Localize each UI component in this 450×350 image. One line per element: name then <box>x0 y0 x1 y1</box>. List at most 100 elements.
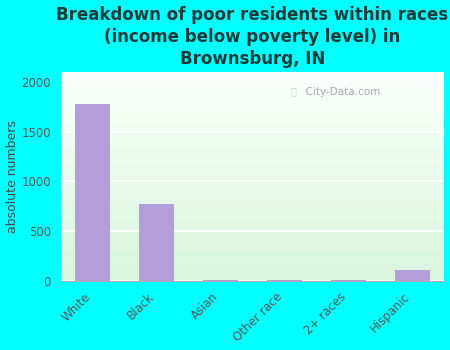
Bar <box>61 230 445 231</box>
Bar <box>61 203 445 204</box>
Bar <box>61 154 445 155</box>
Bar <box>61 274 445 275</box>
Bar <box>61 272 445 273</box>
Bar <box>61 108 445 109</box>
Bar <box>61 111 445 112</box>
Bar <box>61 115 445 116</box>
Bar <box>139 204 174 281</box>
Bar <box>61 136 445 137</box>
Bar <box>61 174 445 175</box>
Bar <box>61 219 445 220</box>
Bar <box>61 95 445 96</box>
Bar <box>61 198 445 200</box>
Bar <box>61 172 445 173</box>
Bar <box>61 92 445 93</box>
Bar <box>61 185 445 186</box>
Bar <box>61 188 445 189</box>
Bar <box>61 169 445 170</box>
Bar <box>61 233 445 234</box>
Bar <box>61 75 445 76</box>
Bar <box>61 134 445 135</box>
Bar <box>61 158 445 159</box>
Bar <box>61 202 445 203</box>
Bar <box>61 218 445 219</box>
Bar <box>75 104 110 281</box>
Bar <box>61 250 445 251</box>
Bar <box>61 99 445 100</box>
Bar <box>61 110 445 111</box>
Bar <box>61 175 445 176</box>
Bar <box>61 156 445 157</box>
Bar <box>61 96 445 97</box>
Bar <box>61 232 445 233</box>
Bar <box>61 186 445 187</box>
Bar <box>61 223 445 224</box>
Bar <box>61 208 445 209</box>
Bar <box>61 191 445 192</box>
Bar <box>61 107 445 108</box>
Bar <box>61 253 445 254</box>
Bar <box>61 273 445 274</box>
Bar <box>61 146 445 147</box>
Bar <box>61 102 445 103</box>
Bar <box>61 217 445 218</box>
Bar <box>61 268 445 269</box>
Bar <box>61 207 445 208</box>
Bar <box>61 211 445 212</box>
Bar <box>61 100 445 101</box>
Bar <box>61 119 445 120</box>
Bar <box>61 263 445 264</box>
Bar <box>61 149 445 150</box>
Bar <box>61 168 445 169</box>
Bar <box>61 197 445 198</box>
Bar <box>61 123 445 124</box>
Bar <box>61 229 445 230</box>
Bar <box>61 180 445 181</box>
Bar <box>395 270 430 281</box>
Bar <box>61 104 445 105</box>
Bar <box>61 192 445 193</box>
Bar <box>61 130 445 131</box>
Bar <box>61 87 445 88</box>
Bar <box>61 105 445 106</box>
Bar <box>61 137 445 138</box>
Bar <box>61 247 445 248</box>
Bar <box>61 210 445 211</box>
Bar <box>61 259 445 260</box>
Bar <box>61 109 445 110</box>
Bar <box>61 181 445 182</box>
Bar <box>61 241 445 242</box>
Bar <box>61 279 445 280</box>
Bar <box>61 240 445 241</box>
Bar <box>61 183 445 184</box>
Bar <box>61 187 445 188</box>
Bar <box>61 275 445 276</box>
Bar <box>61 79 445 80</box>
Bar <box>61 244 445 245</box>
Text: City-Data.com: City-Data.com <box>299 87 380 97</box>
Bar <box>61 214 445 215</box>
Bar <box>61 199 445 201</box>
Bar <box>61 269 445 270</box>
Bar <box>61 270 445 271</box>
Bar <box>61 85 445 86</box>
Bar <box>61 167 445 168</box>
Bar <box>61 204 445 205</box>
Bar <box>61 178 445 180</box>
Bar <box>61 94 445 95</box>
Y-axis label: absolute numbers: absolute numbers <box>5 120 18 233</box>
Bar <box>61 161 445 162</box>
Bar <box>61 97 445 98</box>
Bar <box>61 112 445 113</box>
Bar <box>61 196 445 197</box>
Bar <box>61 147 445 148</box>
Bar <box>61 160 445 161</box>
Bar <box>61 209 445 210</box>
Bar <box>61 216 445 217</box>
Bar <box>61 142 445 143</box>
Bar <box>61 221 445 222</box>
Bar <box>61 248 445 250</box>
Bar <box>61 238 445 239</box>
Bar <box>61 193 445 194</box>
Bar <box>61 118 445 119</box>
